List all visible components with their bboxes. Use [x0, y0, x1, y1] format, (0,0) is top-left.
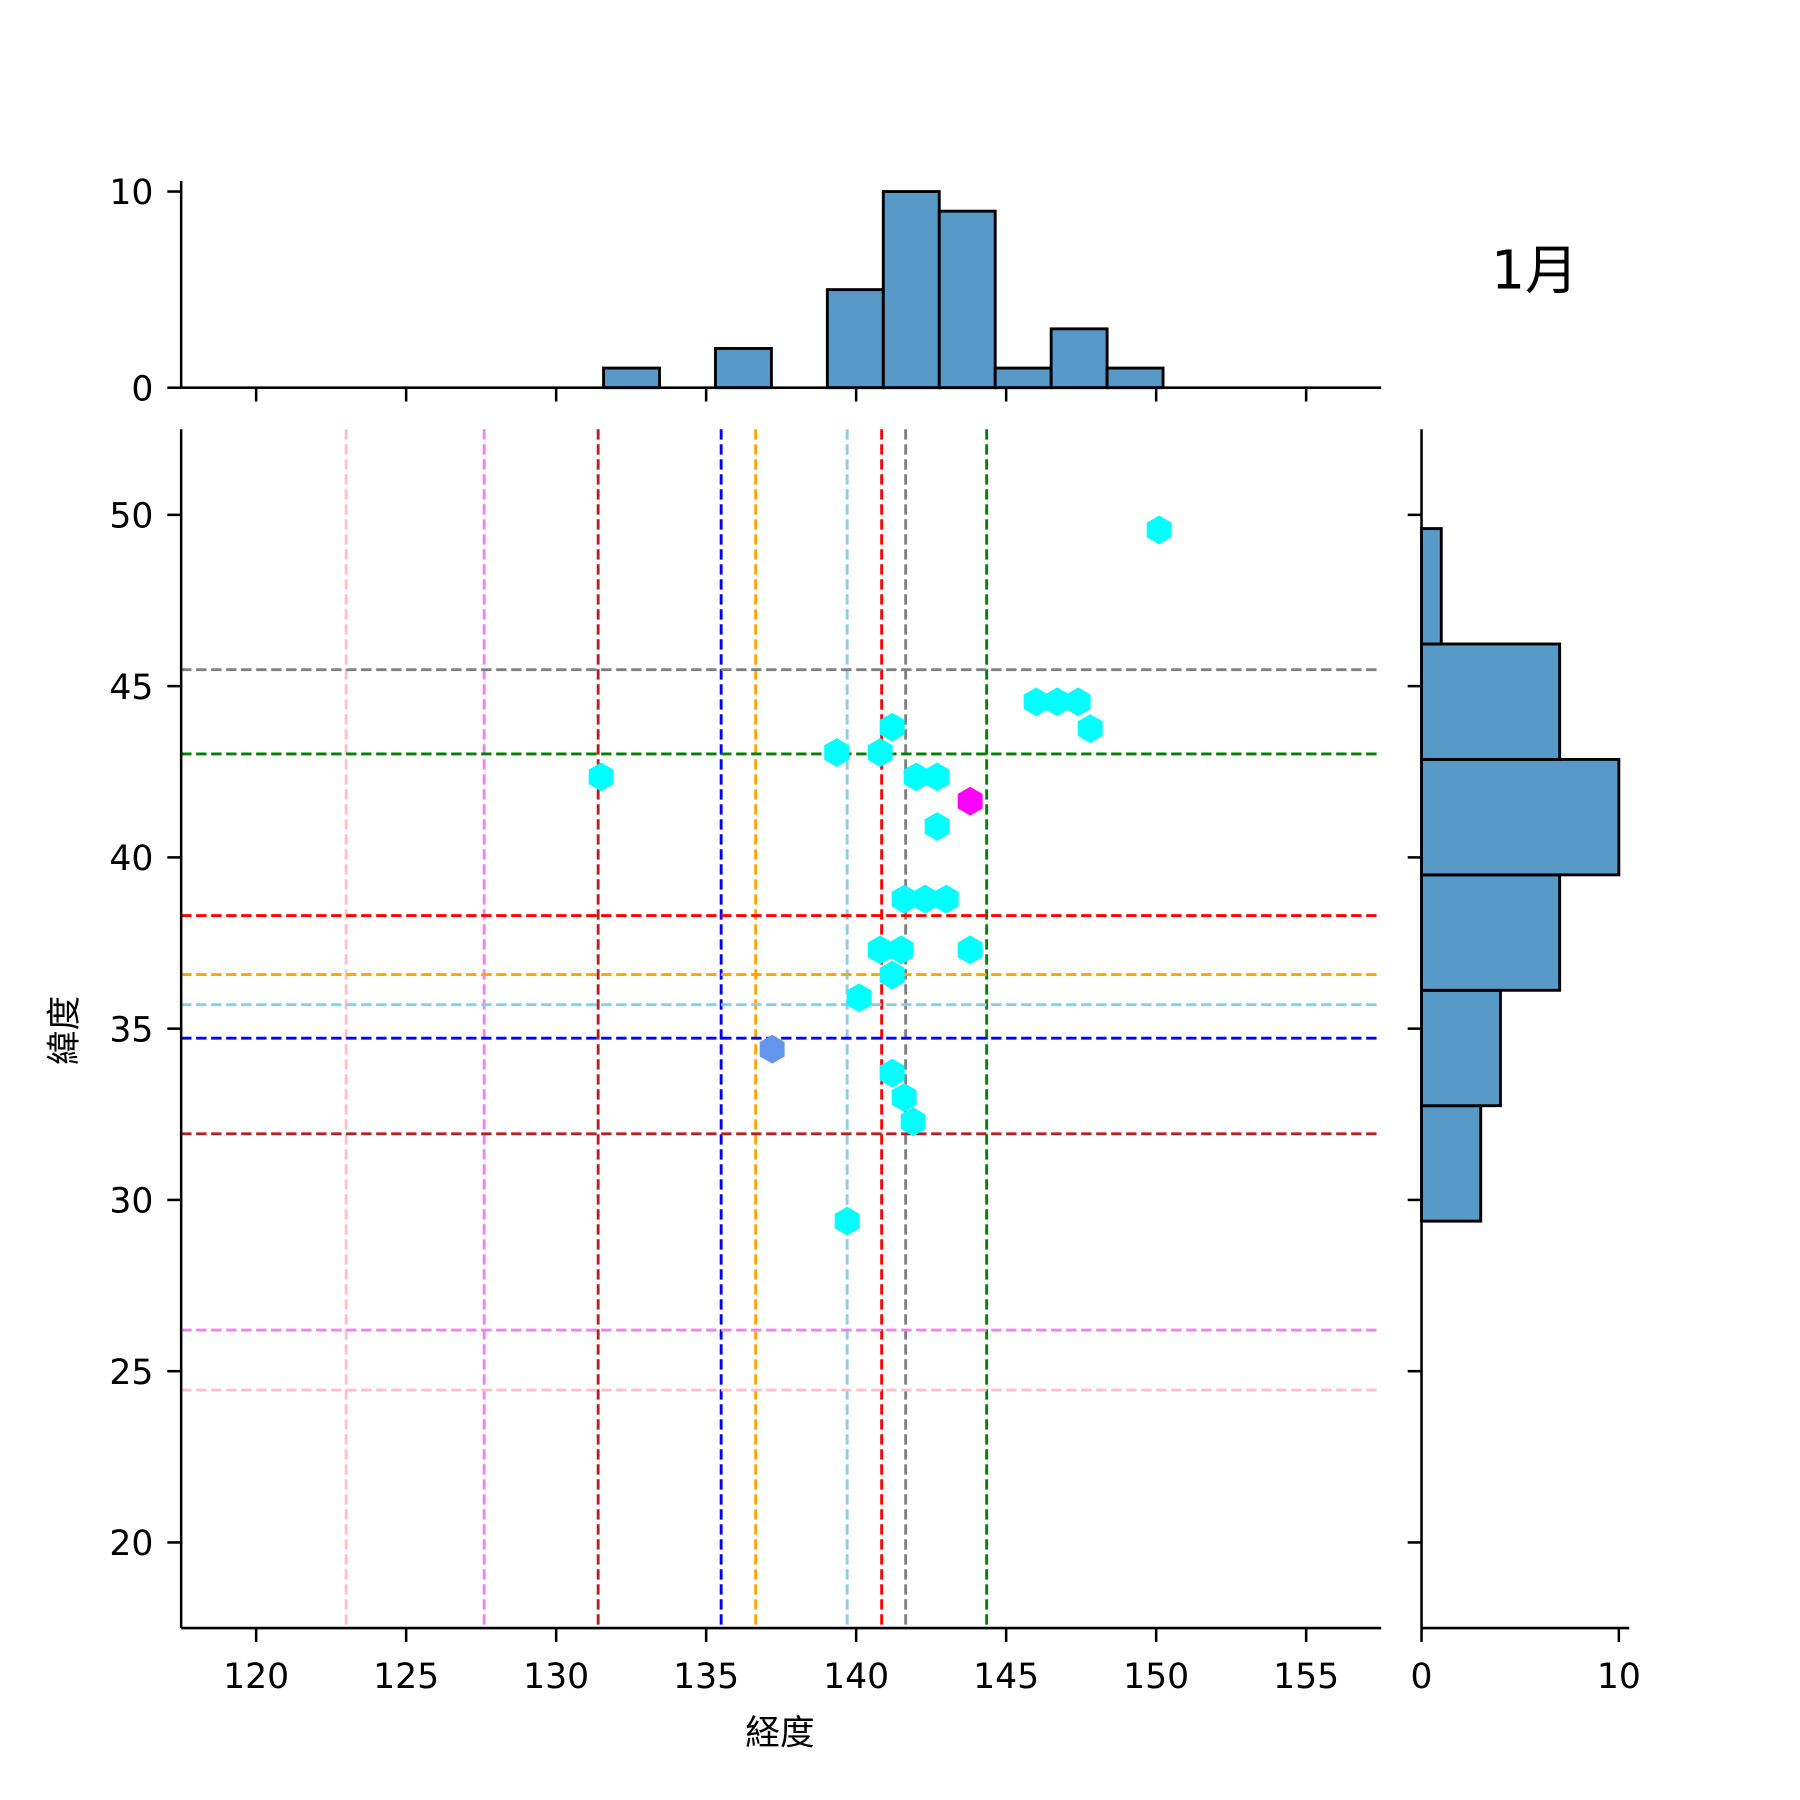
x-tick-label: 120 — [223, 1657, 289, 1697]
histogram-bar — [1420, 873, 1562, 992]
right-histogram — [1420, 527, 1621, 1223]
hexbin-cell — [1065, 687, 1091, 717]
hexbin-cell — [879, 960, 905, 990]
hexbin-cell — [1077, 714, 1103, 744]
histogram-bar — [993, 366, 1053, 390]
right-hist-x-tick-label: 0 — [1411, 1657, 1433, 1697]
hexbin-cell — [867, 935, 893, 965]
hexbin-cell — [891, 884, 917, 914]
y-tick-label: 25 — [109, 1353, 153, 1393]
x-tick-label: 140 — [823, 1657, 889, 1697]
hexbin-cell — [903, 762, 929, 792]
hexbin-cell — [957, 786, 983, 816]
histogram-bar — [1105, 366, 1165, 390]
histogram-bar — [937, 209, 997, 390]
hexbin-cell — [924, 762, 950, 792]
y-tick-label: 45 — [109, 668, 153, 708]
x-tick-label: 155 — [1273, 1657, 1339, 1697]
tick-labels: 120 125 130 135 140 145 150 155 20 25 30 35 40 45 50 0 1… — [109, 173, 1640, 1697]
x-tick-label: 150 — [1123, 1657, 1189, 1697]
y-axis-label: 緯度 — [45, 996, 85, 1065]
hexbin-cell — [824, 738, 850, 767]
hexbin-cell — [1044, 687, 1070, 717]
x-tick-label: 125 — [373, 1657, 439, 1697]
hexbin-cell — [759, 1034, 785, 1064]
histogram-bar — [1420, 988, 1502, 1108]
hexbin-points — [588, 515, 1172, 1236]
x-tick-label: 135 — [673, 1657, 739, 1697]
top-histogram — [602, 190, 1165, 390]
hexbin-cell — [900, 1107, 926, 1137]
x-tick-label: 130 — [523, 1657, 589, 1697]
hexbin-cell — [888, 935, 914, 965]
y-tick-label: 50 — [109, 497, 153, 537]
histogram-bar — [714, 347, 773, 390]
histogram-bar — [1420, 642, 1562, 761]
x-axis-label: 経度 — [745, 1714, 814, 1754]
hexbin-cell — [1146, 515, 1172, 545]
histogram-bar — [1420, 757, 1621, 877]
histogram-bar — [825, 288, 885, 390]
hexbin-cell — [924, 812, 950, 842]
top-hist-y-tick-label: 0 — [131, 369, 153, 409]
hexbin-cell — [1023, 687, 1049, 717]
y-tick-label: 35 — [109, 1010, 153, 1050]
y-tick-label: 20 — [109, 1524, 153, 1564]
hexbin-cell — [891, 1083, 917, 1112]
y-tick-label: 40 — [109, 839, 153, 879]
hexbin-cell — [846, 983, 872, 1013]
histogram-bar — [1049, 327, 1109, 390]
reference-lines — [181, 429, 1382, 1629]
y-tick-label: 30 — [109, 1182, 153, 1222]
chart-title: 1月 — [1491, 239, 1578, 301]
histogram-bar — [602, 366, 661, 390]
hexbin-cell — [912, 884, 938, 914]
x-tick-label: 145 — [973, 1657, 1039, 1697]
hexbin-cell — [957, 935, 983, 965]
axes — [167, 181, 1630, 1642]
histogram-bar — [881, 190, 941, 390]
hexbin-cell — [879, 1058, 905, 1088]
hexbin-cell — [933, 884, 959, 914]
histogram-bar — [1420, 1104, 1483, 1223]
hexbin-cell — [867, 738, 893, 767]
hexbin-cell — [834, 1206, 860, 1236]
hexbin-cell — [879, 712, 905, 742]
top-hist-y-tick-label: 10 — [109, 173, 153, 213]
histogram-bar — [1420, 527, 1443, 646]
hexbin-cell — [588, 762, 614, 792]
right-hist-x-tick-label: 10 — [1597, 1657, 1641, 1697]
